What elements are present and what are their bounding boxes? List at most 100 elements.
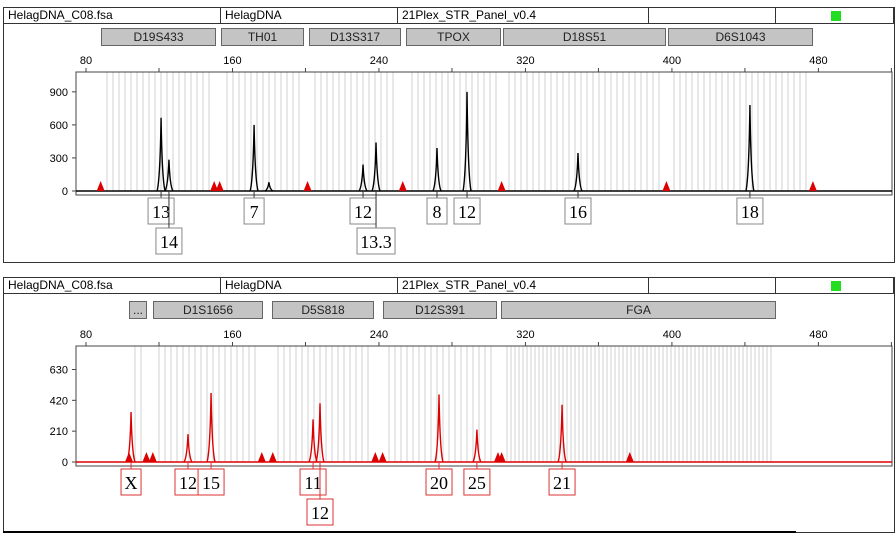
- peak[interactable]: [249, 124, 259, 192]
- y-tick-label: 210: [50, 426, 68, 438]
- electropherogram-panel-1: HelagDNA_C08.fsa HelagDNA 21Plex_STR_Panel…: [3, 7, 895, 263]
- marker-bin[interactable]: D6S1043: [668, 28, 813, 46]
- file-header: HelagDNA_C08.fsa HelagDNA 21Plex_STR_Panel…: [4, 8, 894, 24]
- allele-call-label: 21: [553, 473, 571, 493]
- allele-call-label: 12: [179, 473, 197, 493]
- ladder-marker: [268, 452, 277, 462]
- y-tick-label: 900: [50, 87, 68, 99]
- peak[interactable]: [573, 152, 583, 192]
- marker-bin[interactable]: TH01: [221, 28, 304, 46]
- allele-call-label: 15: [202, 473, 220, 493]
- peak[interactable]: [371, 142, 381, 192]
- marker-bin[interactable]: FGA: [501, 301, 776, 319]
- allele-call-label: X: [125, 473, 138, 493]
- x-tick-label: 400: [663, 55, 681, 67]
- allele-call-box[interactable]: [426, 197, 448, 225]
- ladder-marker: [210, 181, 219, 191]
- allele-call-label: 12: [354, 202, 372, 222]
- allele-call-label: 25: [468, 473, 486, 493]
- y-tick-label: 420: [50, 395, 68, 407]
- peak[interactable]: [462, 91, 472, 192]
- allele-call-box[interactable]: [299, 468, 327, 496]
- ladder-marker: [398, 181, 407, 191]
- ladder-marker: [662, 181, 671, 191]
- plot-frame: [75, 71, 893, 196]
- header-cell: HelagDNA: [221, 8, 398, 23]
- allele-call-box[interactable]: [463, 468, 491, 496]
- allele-call-box[interactable]: [736, 197, 764, 225]
- x-tick-label: 400: [663, 329, 681, 341]
- peak[interactable]: [183, 434, 193, 463]
- header-cell: [649, 278, 776, 293]
- y-tick-label: 0: [62, 457, 68, 469]
- y-tick-label: 600: [50, 120, 68, 132]
- allele-call-label: 7: [250, 202, 259, 222]
- allele-call-label: 20: [430, 473, 448, 493]
- marker-bin[interactable]: ...: [129, 301, 147, 319]
- allele-call-box[interactable]: [197, 468, 225, 496]
- allele-call-box[interactable]: [120, 468, 142, 496]
- allele-call-box[interactable]: [306, 498, 334, 526]
- allele-call-box[interactable]: [356, 227, 396, 255]
- ladder-marker: [808, 181, 817, 191]
- x-tick-label: 160: [223, 329, 241, 341]
- allele-call-box[interactable]: [155, 227, 183, 255]
- allele-call-box[interactable]: [349, 197, 377, 225]
- ladder-marker: [148, 452, 157, 462]
- ladder-marker: [96, 181, 105, 191]
- y-tick-label: 300: [50, 153, 68, 165]
- peak[interactable]: [206, 392, 216, 463]
- x-tick-label: 480: [809, 55, 827, 67]
- marker-bin[interactable]: D1S1656: [153, 301, 263, 319]
- ladder-marker: [497, 181, 506, 191]
- ladder-marker: [215, 181, 224, 191]
- ladder-marker: [371, 452, 380, 462]
- marker-bin[interactable]: D13S317: [309, 28, 401, 46]
- header-cell: HelagDNA: [221, 278, 398, 293]
- ladder-marker: [303, 181, 312, 191]
- allele-call-box[interactable]: [564, 197, 592, 225]
- allele-call-label: 13: [152, 202, 170, 222]
- peak[interactable]: [434, 394, 444, 463]
- allele-call-label: 14: [160, 232, 178, 252]
- marker-bin[interactable]: TPOX: [406, 28, 501, 46]
- peak[interactable]: [126, 412, 136, 463]
- header-cell: HelagDNA_C08.fsa: [4, 8, 221, 23]
- allele-call-box[interactable]: [453, 197, 481, 225]
- marker-bin[interactable]: D19S433: [101, 28, 216, 46]
- peak[interactable]: [264, 182, 274, 192]
- peak[interactable]: [358, 164, 368, 192]
- allele-call-label: 8: [433, 202, 442, 222]
- marker-bin[interactable]: D5S818: [272, 301, 374, 319]
- peak[interactable]: [472, 429, 482, 463]
- allele-call-box[interactable]: [548, 468, 576, 496]
- x-tick-label: 80: [80, 55, 92, 67]
- ladder-marker: [378, 452, 387, 462]
- allele-call-label: 12: [458, 202, 476, 222]
- peak[interactable]: [745, 105, 755, 192]
- allele-call-box[interactable]: [425, 468, 453, 496]
- y-tick-label: 630: [50, 364, 68, 376]
- peak[interactable]: [156, 117, 166, 192]
- x-tick-label: 160: [223, 55, 241, 67]
- allele-call-label: 18: [741, 202, 759, 222]
- marker-bin[interactable]: D18S51: [503, 28, 666, 46]
- electropherogram-panel-2: HelagDNA_C08.fsa HelagDNA 21Plex_STR_Panel…: [3, 277, 895, 533]
- ladder-marker: [497, 452, 506, 462]
- peak[interactable]: [432, 148, 442, 192]
- peak[interactable]: [557, 404, 567, 463]
- allele-call-box[interactable]: [243, 197, 265, 225]
- file-header: HelagDNA_C08.fsa HelagDNA 21Plex_STR_Panel…: [4, 278, 894, 294]
- allele-call-box[interactable]: [147, 197, 175, 225]
- peak[interactable]: [164, 159, 174, 192]
- x-tick-label: 240: [370, 55, 388, 67]
- peak[interactable]: [308, 419, 318, 463]
- status-indicator: [831, 281, 841, 291]
- peak[interactable]: [315, 403, 325, 463]
- header-cell: [776, 8, 894, 23]
- allele-call-label: 12: [311, 503, 329, 523]
- ladder-marker: [625, 452, 634, 462]
- marker-bin[interactable]: D12S391: [383, 301, 497, 319]
